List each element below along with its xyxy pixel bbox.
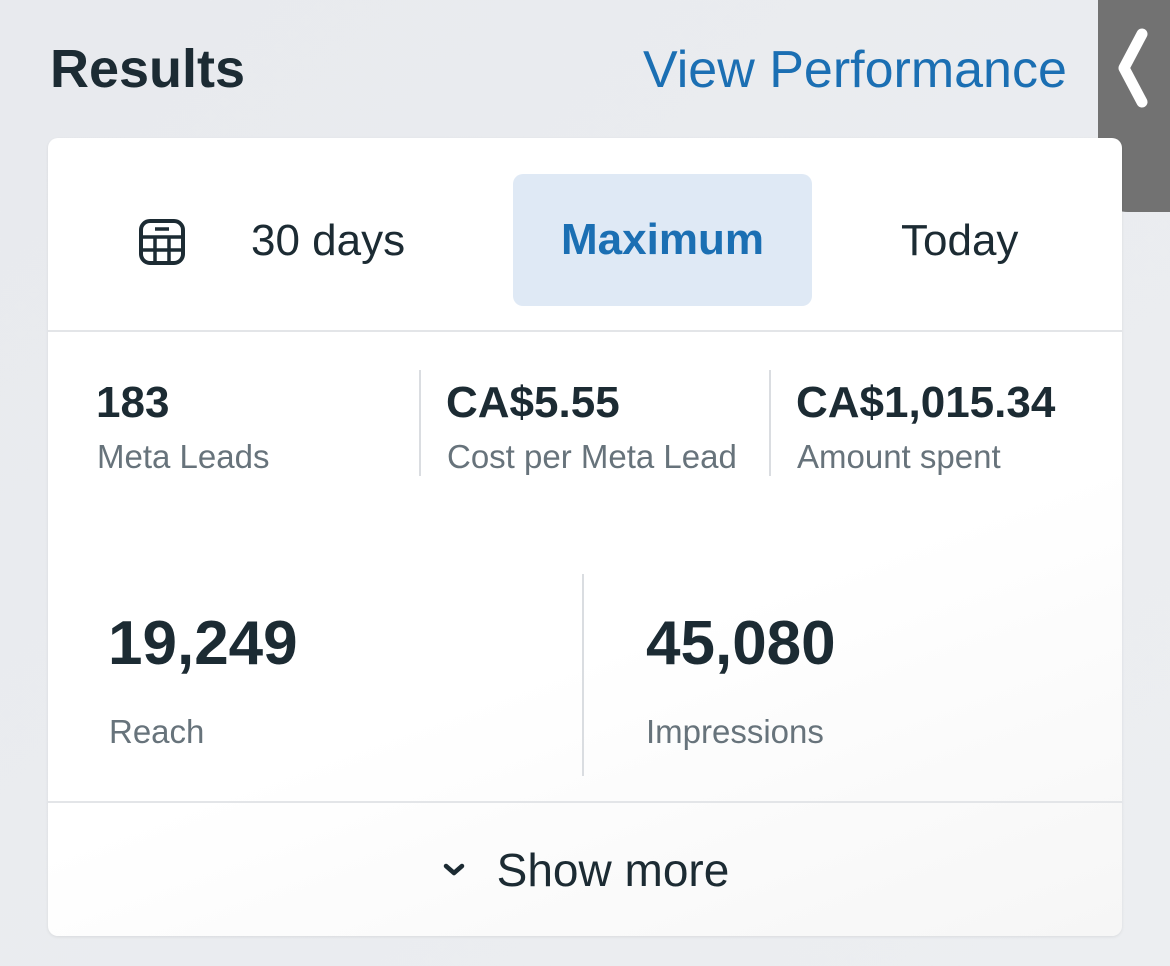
divider	[582, 574, 584, 776]
reach-label: Reach	[109, 713, 205, 750]
reach-value: 19,249	[108, 609, 298, 678]
results-card: 30 days Maximum Today 183 Meta Leads CA$…	[48, 138, 1122, 936]
show-more-button[interactable]: Show more	[48, 804, 1122, 936]
cost-per-lead-value: CA$5.55	[446, 378, 620, 427]
page-title: Results	[50, 39, 246, 99]
amount-spent-value: CA$1,015.34	[796, 378, 1056, 427]
chevron-left-icon	[1118, 28, 1148, 108]
cost-per-lead-label: Cost per Meta Lead	[447, 438, 737, 475]
divider	[769, 370, 771, 476]
chevron-down-icon	[443, 863, 464, 876]
meta-leads-label: Meta Leads	[97, 438, 270, 475]
view-performance-link[interactable]: View Performance	[643, 41, 1067, 99]
meta-leads-value: 183	[96, 378, 170, 427]
show-more-label: Show more	[496, 844, 730, 896]
impressions-value: 45,080	[646, 609, 836, 678]
divider	[48, 801, 1122, 803]
tab-30-days[interactable]: 30 days	[251, 216, 406, 265]
impressions-label: Impressions	[646, 713, 824, 750]
divider	[48, 330, 1122, 332]
divider	[419, 370, 421, 476]
calendar-icon[interactable]	[138, 218, 186, 266]
tab-maximum[interactable]: Maximum	[513, 174, 812, 306]
amount-spent-label: Amount spent	[797, 438, 1001, 475]
tab-today[interactable]: Today	[901, 216, 1019, 265]
